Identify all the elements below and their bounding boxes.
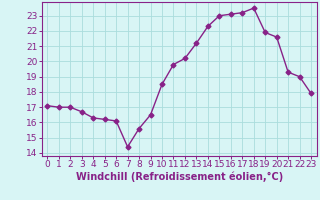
X-axis label: Windchill (Refroidissement éolien,°C): Windchill (Refroidissement éolien,°C) [76,172,283,182]
